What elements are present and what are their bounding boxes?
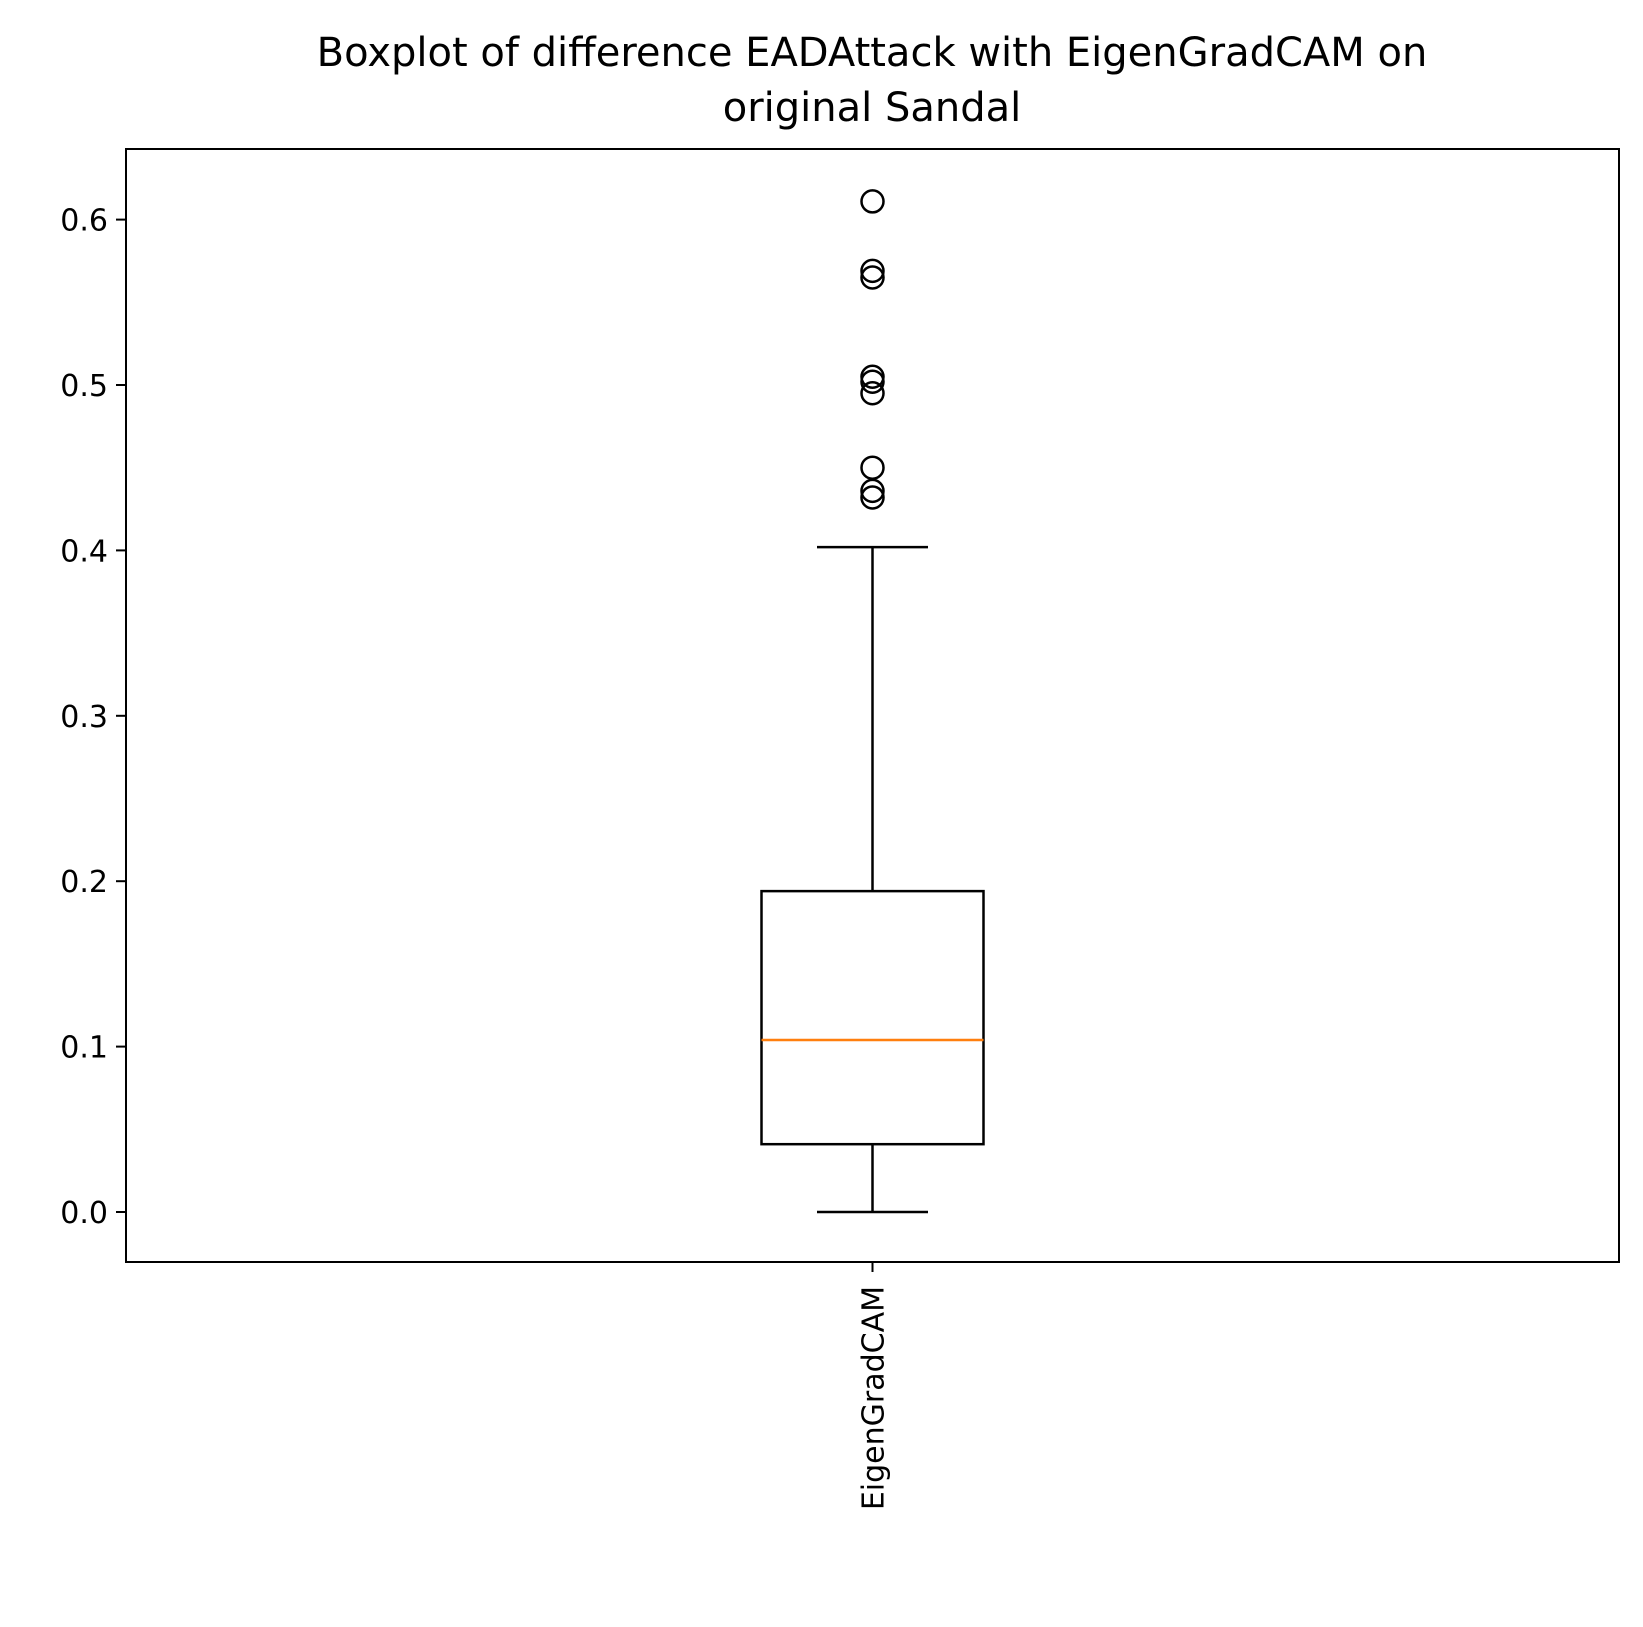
outlier-point (860, 265, 885, 290)
outlier-point (860, 485, 885, 510)
iqr-box (760, 889, 985, 1146)
y-tick-label: 0.2 (60, 865, 108, 900)
outlier-point (860, 258, 885, 284)
outlier-point (860, 381, 885, 406)
plot-frame (125, 148, 1620, 1263)
outlier-point (860, 455, 885, 480)
y-tick-label: 0.4 (60, 534, 108, 569)
plot-elements (760, 189, 985, 1214)
y-axis: 0.0 0.1 0.2 0.3 0.4 0.5 0.6 (60, 204, 126, 1231)
outlier-point (860, 189, 885, 214)
chart-title-line-1: Boxplot of difference EADAttack with Eig… (317, 30, 1428, 76)
x-tick-label: EigenGradCAM (857, 1286, 892, 1510)
outlier-point (860, 364, 885, 389)
x-axis: EigenGradCAM (857, 1262, 892, 1510)
chart-title-line-2: original Sandal (723, 85, 1022, 131)
y-tick-label: 0.1 (60, 1031, 108, 1066)
y-tick-label: 0.3 (60, 700, 108, 735)
y-tick-label: 0.5 (60, 369, 108, 404)
y-tick-label: 0.0 (60, 1196, 108, 1231)
y-tick-label: 0.6 (60, 204, 108, 239)
